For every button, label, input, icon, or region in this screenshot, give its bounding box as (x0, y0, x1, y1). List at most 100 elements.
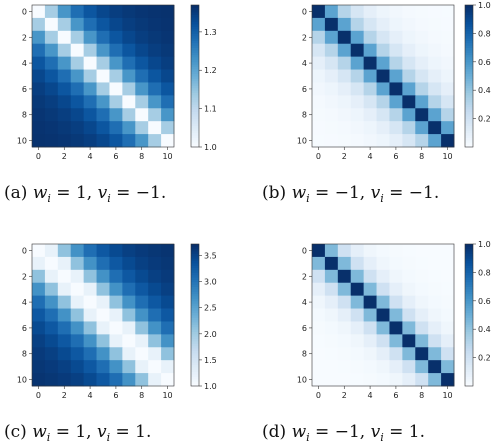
colorbar-segment (465, 267, 473, 271)
y-tick-label: 6 (22, 85, 27, 94)
colorbar-segment (465, 128, 473, 131)
heatmap-cell (70, 244, 85, 258)
colorbar-segment (465, 336, 473, 340)
colorbar-segment (191, 59, 199, 63)
x-tick-label: 8 (419, 152, 424, 161)
heatmap-cell (312, 334, 326, 348)
heatmap-cell (44, 108, 59, 122)
colorbar-segment (465, 277, 473, 280)
heatmap-cell (324, 269, 339, 284)
heatmap-cell (122, 56, 136, 70)
heatmap-cell (32, 69, 46, 83)
heatmap-cell (70, 30, 85, 45)
heatmap-cell (57, 308, 72, 322)
heatmap-cell (415, 244, 429, 258)
heatmap-cell (363, 308, 377, 322)
heatmap-cell (441, 308, 455, 322)
colorbar-segment (191, 312, 199, 316)
heatmap-cell (70, 321, 85, 335)
y-tick-label: 0 (22, 246, 27, 255)
colorbar-tick-label: 0.4 (478, 86, 491, 95)
heatmap-cell (57, 256, 72, 271)
heatmap-cell (122, 269, 136, 284)
heatmap-cell (428, 244, 442, 258)
heatmap-cell (122, 17, 136, 32)
colorbar-segment (465, 47, 473, 51)
heatmap-cell (402, 82, 416, 96)
heatmap-cell (32, 334, 46, 348)
colorbar-segment (191, 255, 199, 259)
heatmap-cell (57, 5, 72, 19)
heatmap-cell (70, 269, 85, 284)
heatmap-cell (441, 295, 455, 309)
colorbar-segment (191, 57, 199, 60)
heatmap-cell (350, 295, 365, 309)
heatmap-cell (96, 134, 110, 148)
heatmap-cell (363, 347, 377, 361)
heatmap-cell (96, 30, 110, 45)
colorbar-segment (191, 142, 199, 146)
heatmap-cell (441, 334, 455, 348)
panel-caption: (a) wi = 1, vi = −1. (4, 183, 166, 205)
colorbar-segment (465, 305, 473, 309)
colorbar (190, 243, 200, 387)
colorbar-segment (191, 270, 199, 273)
heatmap-cell (363, 30, 377, 45)
colorbar-segment (191, 139, 199, 143)
heatmap-cell (350, 134, 365, 148)
heatmap-cell (350, 269, 365, 284)
colorbar-segment (465, 9, 473, 13)
heatmap-cell (135, 43, 149, 58)
colorbar-segment (191, 277, 199, 280)
heatmap-cell (441, 321, 455, 335)
colorbar-segment (191, 288, 199, 292)
heatmap-cell (44, 56, 59, 70)
colorbar-segment (191, 9, 199, 13)
heatmap-cell (337, 43, 352, 58)
colorbar-segment (191, 317, 199, 321)
heatmap-cell (109, 308, 123, 322)
heatmap-cell (337, 321, 352, 335)
heatmap-cell (441, 360, 455, 374)
y-tick-label: 4 (302, 59, 307, 68)
heatmap-cell (122, 95, 136, 109)
panel-caption: (d) wi = −1, vi = 1. (262, 422, 425, 444)
heatmap-cell (428, 43, 442, 58)
heatmap-cell (337, 282, 352, 297)
heatmap-cell (428, 360, 442, 374)
colorbar-segment (465, 64, 473, 67)
colorbar-segment (465, 85, 473, 89)
heatmap-cell (337, 69, 352, 83)
heatmap-cell (70, 82, 85, 96)
heatmap-cell (32, 295, 46, 309)
heatmap-cell (109, 82, 123, 96)
colorbar-segment (465, 33, 473, 37)
colorbar-tick-label: 2.0 (204, 330, 217, 339)
y-tick-label: 2 (22, 272, 27, 281)
colorbar-segment (465, 125, 473, 129)
heatmap-cell (83, 17, 97, 32)
colorbar-segment (465, 137, 473, 141)
heatmap-cell (70, 43, 85, 58)
heatmap-cell (312, 108, 326, 122)
heatmap-cell (70, 308, 85, 322)
colorbar-segment (191, 120, 199, 124)
heatmap-cell (135, 308, 149, 322)
heatmap-cell (363, 244, 377, 258)
heatmap-cell (57, 82, 72, 96)
colorbar-segment (191, 94, 199, 98)
colorbar-segment (191, 116, 199, 119)
heatmap-cell (376, 82, 390, 96)
colorbar-segment (465, 364, 473, 368)
heatmap-cell (376, 95, 390, 109)
heatmap-cell (109, 121, 123, 135)
heatmap-cell (96, 56, 110, 70)
heatmap-cell (428, 282, 442, 297)
colorbar-segment (191, 355, 199, 358)
heatmap-cell (135, 108, 149, 122)
heatmap-cell (96, 69, 110, 83)
heatmap-cell (324, 334, 339, 348)
heatmap-cell (389, 121, 403, 135)
heatmap-cell (161, 308, 175, 322)
heatmap-cell (83, 347, 97, 361)
